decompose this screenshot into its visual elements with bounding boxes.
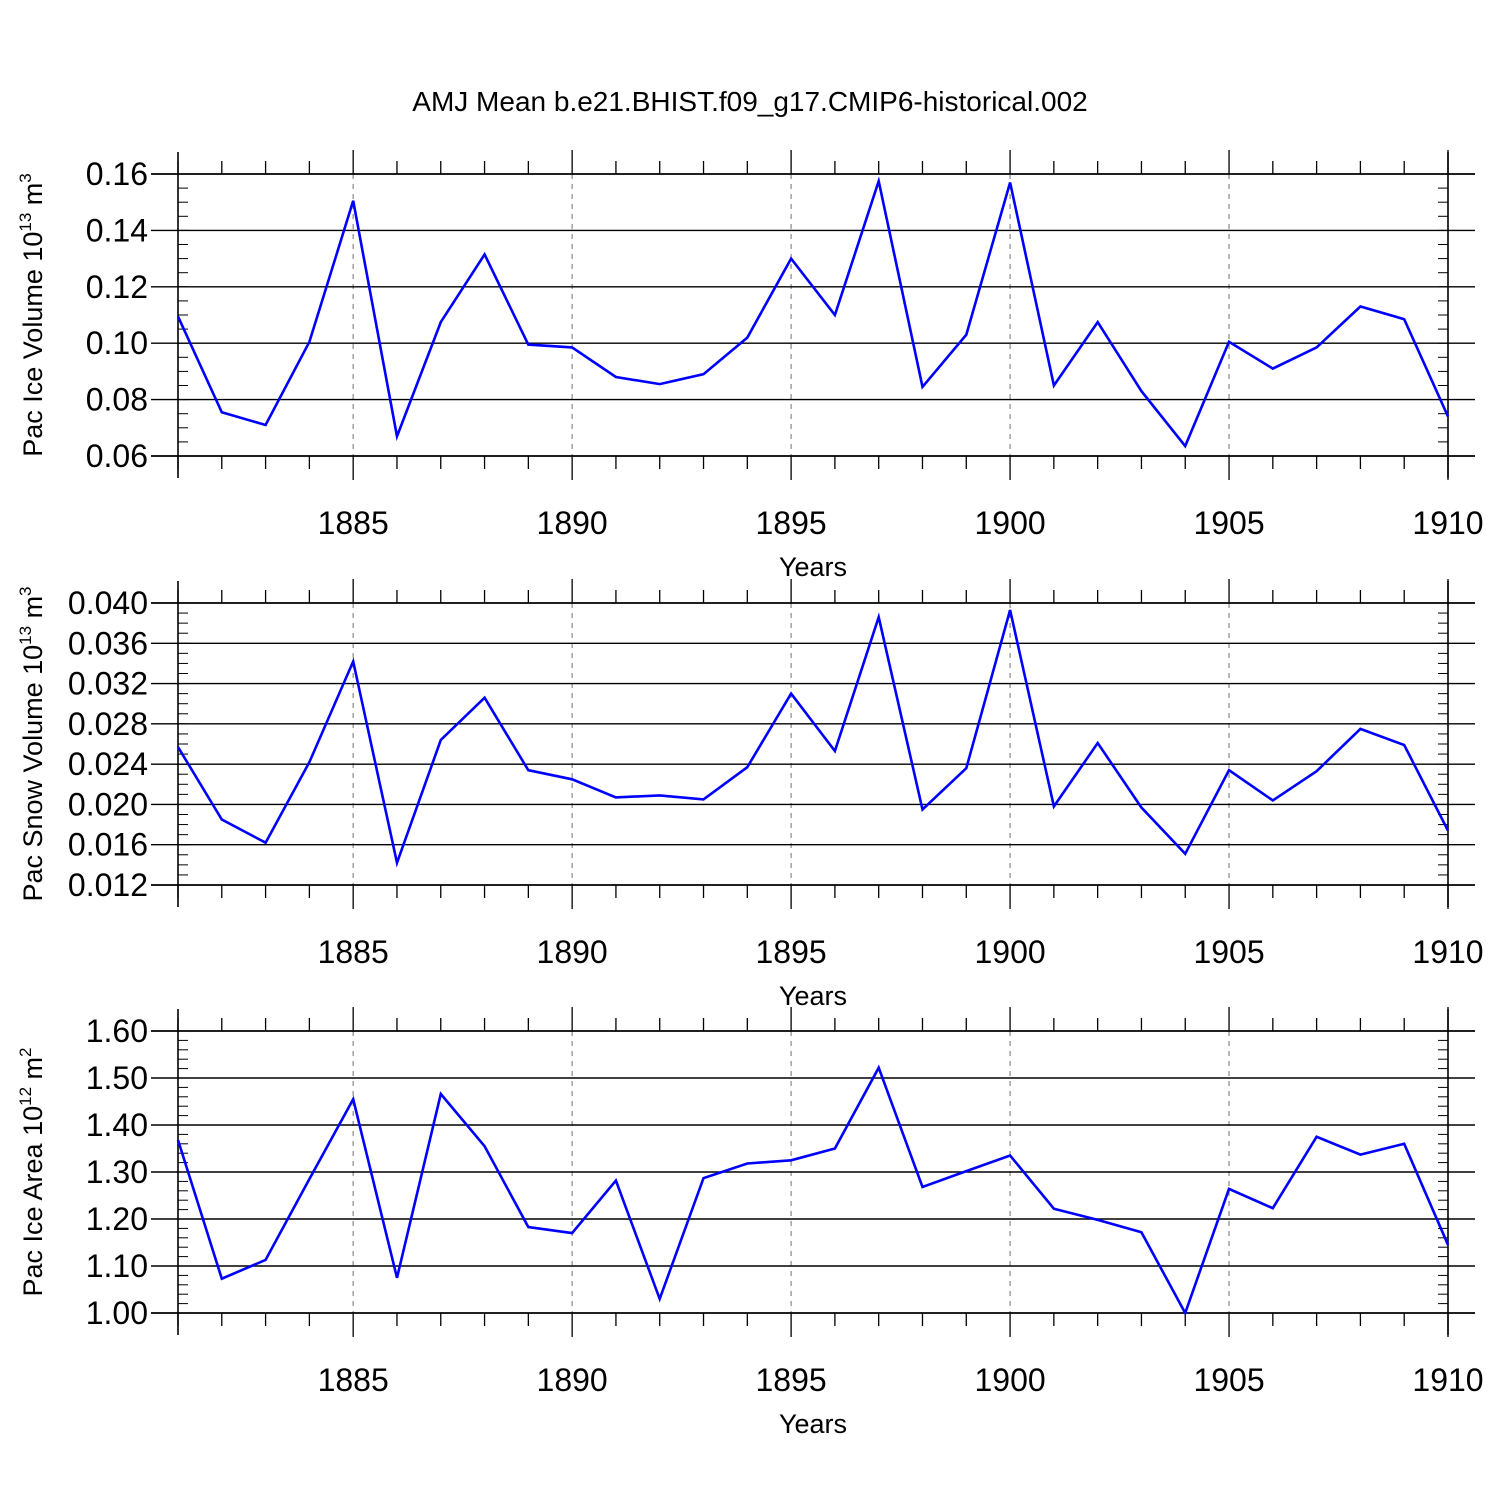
y-axis-label-part: m	[18, 183, 48, 213]
y-axis-label-part: 10	[18, 1106, 48, 1136]
y-tick-label: 1.60	[86, 1013, 148, 1049]
figure-title: AMJ Mean b.e21.BHIST.f09_g17.CMIP6-histo…	[412, 86, 1087, 117]
y-tick-label: 1.50	[86, 1060, 148, 1096]
x-tick-label: 1895	[756, 1362, 827, 1398]
y-axis-label: Pac Ice Volume 1013 m3	[16, 173, 48, 457]
series-line-ice-area	[176, 1064, 1450, 1317]
y-tick-label: 1.40	[86, 1107, 148, 1143]
y-tick-label: 0.040	[68, 585, 148, 621]
y-tick-label: 0.024	[68, 746, 148, 782]
y-axis-label: Pac Snow Volume 1013 m3	[16, 586, 48, 901]
panel-ice-area: 1.00 1.10 1.20 1.30 1.40 1.50 1.60 1885 1890 1895…	[16, 1007, 1484, 1439]
y-axis-label-superscript: 3	[16, 586, 35, 595]
x-tick-label: 1905	[1193, 934, 1264, 970]
y-axis-label-superscript: 13	[16, 213, 35, 232]
x-tick-label: 1885	[318, 505, 389, 541]
panel-snow-volume: 0.012 0.016 0.020 0.024 0.028 0.032 0.036 0.040…	[16, 579, 1484, 1011]
y-tick-label: 0.016	[68, 827, 148, 863]
y-axis-label-part: 10	[18, 232, 48, 262]
y-tick-label: 0.020	[68, 786, 148, 822]
x-tick-label: 1890	[537, 1362, 608, 1398]
y-tick-label: 0.06	[86, 438, 148, 474]
y-tick-label: 1.00	[86, 1295, 148, 1331]
x-axis-label: Years	[779, 1409, 847, 1439]
y-tick-label: 0.14	[86, 212, 148, 248]
x-axis-label: Years	[779, 552, 847, 582]
y-tick-label: 0.16	[86, 156, 148, 192]
y-axis-label-part: m	[18, 1057, 48, 1087]
x-tick-label: 1895	[756, 505, 827, 541]
y-axis-label-superscript: 2	[16, 1047, 35, 1056]
y-tick-label: 0.10	[86, 325, 148, 361]
y-tick-label: 0.012	[68, 867, 148, 903]
y-tick-label: 1.30	[86, 1154, 148, 1190]
series-line-snow-volume	[176, 609, 1450, 868]
x-tick-label: 1895	[756, 934, 827, 970]
panel-ice-volume: 0.06 0.08 0.10 0.12 0.14 0.16 1885 1890 1895 1900…	[16, 150, 1484, 582]
y-tick-label: 0.08	[86, 382, 148, 418]
y-axis-label-part: 10	[18, 645, 48, 675]
y-axis-label-part: m	[18, 596, 48, 626]
y-axis-label-superscript: 3	[16, 173, 35, 182]
y-axis-label-part: Pac Snow Volume	[18, 675, 48, 902]
x-tick-label: 1900	[974, 934, 1045, 970]
x-tick-label: 1910	[1412, 1362, 1483, 1398]
series-line-ice-volume	[176, 176, 1450, 449]
y-axis-label-part: Pac Ice Area	[18, 1136, 48, 1297]
x-tick-label: 1890	[537, 934, 608, 970]
y-tick-label: 1.20	[86, 1201, 148, 1237]
y-axis-label-part: Pac Ice Volume	[18, 262, 48, 457]
y-tick-label: 0.12	[86, 269, 148, 305]
y-tick-label: 0.036	[68, 625, 148, 661]
y-tick-label: 1.10	[86, 1248, 148, 1284]
x-tick-label: 1910	[1412, 934, 1483, 970]
y-axis-label-superscript: 12	[16, 1087, 35, 1106]
x-tick-label: 1900	[974, 1362, 1045, 1398]
x-tick-label: 1900	[974, 505, 1045, 541]
x-tick-label: 1890	[537, 505, 608, 541]
y-tick-label: 0.028	[68, 706, 148, 742]
x-tick-label: 1905	[1193, 505, 1264, 541]
y-axis-label: Pac Ice Area 1012 m2	[16, 1047, 48, 1296]
x-tick-label: 1885	[318, 934, 389, 970]
x-tick-label: 1910	[1412, 505, 1483, 541]
x-tick-label: 1885	[318, 1362, 389, 1398]
x-tick-label: 1905	[1193, 1362, 1264, 1398]
x-axis-label: Years	[779, 981, 847, 1011]
y-tick-label: 0.032	[68, 666, 148, 702]
y-axis-label-superscript: 13	[16, 626, 35, 645]
